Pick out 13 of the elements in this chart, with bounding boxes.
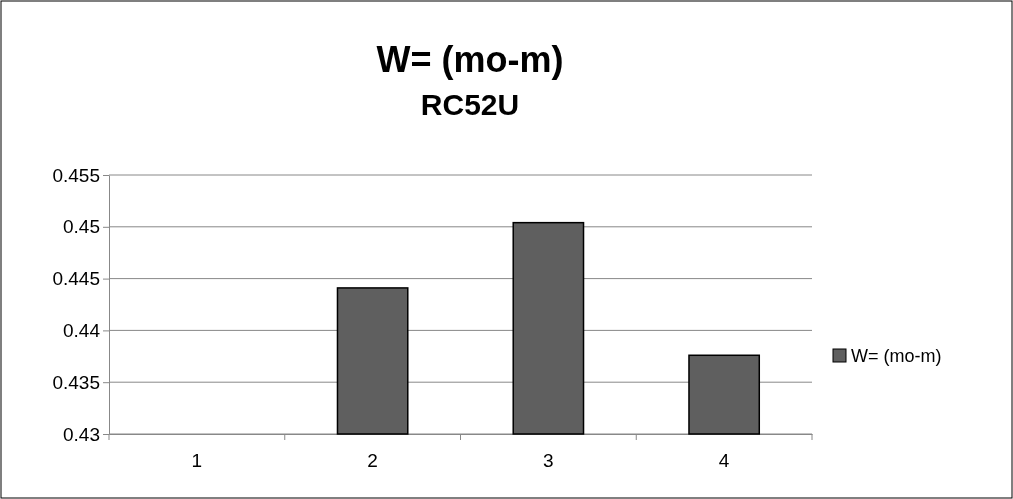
y-tick-label: 0.435 bbox=[52, 371, 100, 393]
y-tick-label: 0.445 bbox=[52, 268, 100, 290]
x-tick-label: 1 bbox=[191, 450, 203, 472]
chart-title: W= (mo-m) bbox=[376, 39, 564, 80]
y-tick-label: 0.44 bbox=[63, 319, 101, 341]
y-tick-label: 0.455 bbox=[52, 164, 100, 186]
y-tick-label: 0.45 bbox=[63, 216, 100, 238]
x-tick-label: 4 bbox=[718, 450, 730, 472]
legend-label: W= (mo-m) bbox=[851, 346, 942, 367]
x-tick-label: 2 bbox=[367, 450, 378, 472]
chart-subtitle: RC52U bbox=[420, 88, 520, 121]
y-tick-label: 0.43 bbox=[63, 423, 100, 445]
x-tick-label: 3 bbox=[543, 450, 554, 472]
